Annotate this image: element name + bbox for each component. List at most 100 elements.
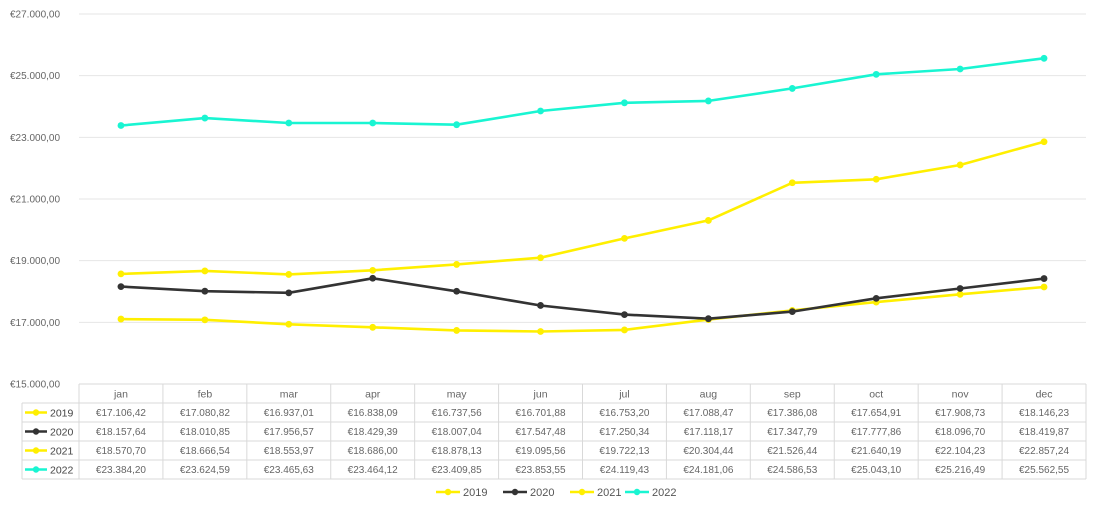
table-cell-value: €17.250,34 (599, 427, 649, 438)
data-point (537, 302, 544, 309)
table-cell-value: €22.104,23 (935, 446, 985, 457)
x-category-label: dec (1036, 389, 1053, 401)
row-series-name: 2022 (50, 465, 74, 477)
y-tick-label: €19.000,00 (10, 256, 60, 267)
table-cell-value: €17.654,91 (851, 408, 901, 419)
table-cell-value: €25.562,55 (1019, 465, 1069, 476)
data-point (788, 308, 796, 316)
data-point (285, 289, 293, 297)
data-point (1040, 54, 1048, 62)
table-cell-value: €18.686,00 (348, 446, 398, 457)
data-point (201, 267, 209, 275)
legend-label: 2022 (652, 487, 676, 499)
data-point (788, 85, 796, 92)
table-cell-value: €25.216,49 (935, 465, 985, 476)
row-key-marker (32, 428, 40, 435)
table-cell-value: €21.640,19 (851, 446, 901, 457)
table-cell-value: €18.570,70 (96, 446, 146, 457)
legend: 2019 2020 2021 2022 (436, 487, 676, 499)
table-cell-value: €22.857,24 (1019, 446, 1069, 457)
data-point (453, 261, 461, 268)
legend-key-marker (578, 488, 586, 496)
data-point (369, 274, 377, 282)
data-point (117, 283, 125, 291)
series-line-2022 (119, 56, 1046, 127)
data-point (453, 287, 461, 295)
table-cell-value: €18.096,70 (935, 427, 985, 438)
table-cell-value: €18.157,64 (96, 427, 146, 438)
data-point (369, 119, 377, 127)
table-cell-value: €17.547,48 (516, 427, 566, 438)
data-point (621, 326, 628, 334)
data-point (872, 70, 880, 78)
data-point (956, 65, 964, 73)
x-category-label: nov (952, 389, 970, 401)
data-table: jan feb mar apr may jun jul aug sep oct nov dec 2019… (21, 383, 1087, 480)
table-cell-value: €18.146,23 (1019, 408, 1069, 419)
data-point (621, 311, 628, 319)
x-category-label: feb (198, 389, 213, 401)
data-point (1040, 275, 1048, 282)
series-layer (117, 54, 1048, 335)
table-cell-value: €18.878,13 (432, 446, 482, 457)
x-category-label: jul (618, 389, 630, 401)
table-cell-value: €24.586,53 (767, 465, 817, 476)
data-point (621, 99, 628, 107)
table-cell-value: €23.624,59 (180, 465, 230, 476)
series-line-2019 (119, 285, 1046, 333)
x-category-label: jun (533, 389, 548, 401)
data-point (117, 270, 125, 278)
row-series-name: 2021 (50, 446, 74, 458)
x-category-label: oct (869, 389, 883, 401)
data-point (872, 175, 880, 183)
row-series-name: 2020 (50, 427, 74, 439)
table-cell-value: €18.666,54 (180, 446, 230, 457)
table-cell-value: €17.347,79 (767, 427, 817, 438)
table-cell-value: €16.701,88 (516, 408, 566, 419)
x-category-label: sep (784, 389, 801, 401)
table-cell-value: €17.088,47 (683, 408, 733, 419)
data-point (369, 323, 377, 331)
table-cell-value: €17.956,57 (264, 427, 314, 438)
data-point (201, 287, 209, 295)
table-cell-value: €18.429,39 (348, 427, 398, 438)
table-cell-value: €17.106,42 (96, 408, 146, 419)
legend-label: 2019 (463, 487, 487, 499)
x-category-label: apr (365, 389, 381, 401)
data-point (285, 271, 293, 278)
table-cell-value: €23.853,55 (516, 465, 566, 476)
data-point (537, 328, 544, 335)
grid-layer (79, 13, 1086, 323)
data-point (453, 121, 461, 129)
data-point (537, 254, 544, 262)
x-category-label: aug (700, 389, 718, 401)
y-tick-label: €15.000,00 (10, 380, 60, 391)
data-point (537, 107, 544, 115)
data-point (621, 235, 628, 242)
table-cell-value: €23.409,85 (432, 465, 482, 476)
data-point (872, 294, 880, 302)
table-cell-value: €16.937,01 (264, 408, 314, 419)
table-cell-value: €23.465,63 (264, 465, 314, 476)
table-cell-value: €17.908,73 (935, 408, 985, 419)
y-tick-label: €17.000,00 (10, 318, 60, 329)
data-point (1040, 283, 1048, 291)
table-cell-value: €21.526,44 (767, 446, 817, 457)
data-point (788, 179, 796, 187)
data-point (201, 316, 209, 324)
row-key-marker (32, 447, 40, 454)
table-cell-value: €17.777,86 (851, 427, 901, 438)
table-cell-value: €24.181,06 (683, 465, 733, 476)
table-cell-value: €18.010,85 (180, 427, 230, 438)
legend-key-marker (633, 488, 641, 496)
y-tick-label: €25.000,00 (10, 71, 60, 82)
table-cell-value: €17.386,08 (767, 408, 817, 419)
y-tick-label: €23.000,00 (10, 133, 60, 144)
data-point (1040, 138, 1048, 146)
data-point (117, 315, 125, 323)
x-category-label: jan (113, 389, 128, 401)
data-point (704, 97, 712, 105)
table-cell-value: €16.838,09 (348, 408, 398, 419)
series-line-2020 (119, 276, 1046, 321)
